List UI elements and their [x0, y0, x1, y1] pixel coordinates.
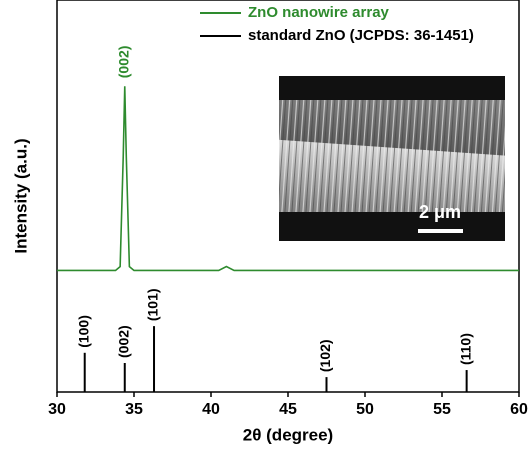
scale-label: 2 μm — [419, 202, 461, 222]
x-tick-label: 55 — [433, 401, 451, 418]
legend-label: standard ZnO (JCPDS: 36-1451) — [248, 27, 474, 44]
legend-label: ZnO nanowire array — [248, 4, 390, 21]
x-tick-label: 45 — [279, 401, 297, 418]
peak-label: (002) — [115, 46, 131, 79]
inset-image: 2 μm — [279, 76, 505, 241]
chart: 2 μm 2θ (degree) Intensity (a.u.) 30 35 40… — [0, 0, 532, 447]
x-tick-label: 60 — [510, 401, 528, 418]
stick-label: (102) — [317, 339, 333, 372]
stick-label: (110) — [457, 333, 473, 365]
x-tick-label: 50 — [356, 401, 374, 418]
x-tick-label: 35 — [125, 401, 143, 418]
x-tick-label: 40 — [202, 401, 220, 418]
y-axis-label: Intensity (a.u.) — [11, 138, 30, 253]
stick-label: (100) — [75, 315, 91, 348]
stick-label: (101) — [145, 288, 161, 321]
x-tick-label: 30 — [48, 401, 66, 418]
stick-label: (002) — [115, 325, 131, 358]
x-axis-label: 2θ (degree) — [243, 425, 333, 444]
